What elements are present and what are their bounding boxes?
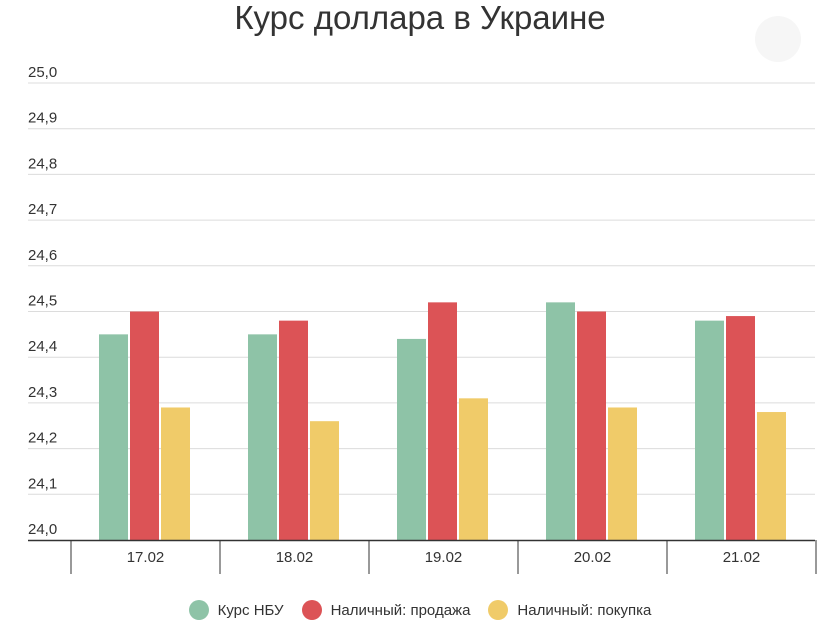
bar: [546, 302, 575, 540]
bar: [695, 320, 724, 540]
chart-title: Курс доллара в Украине: [234, 0, 606, 36]
bar: [428, 302, 457, 540]
y-tick-label: 24,6: [28, 247, 57, 264]
legend-swatch-sell: [301, 600, 322, 620]
x-tick-label: 18.02: [276, 549, 314, 566]
y-tick-label: 24,5: [28, 293, 57, 310]
bar: [577, 311, 606, 540]
y-tick-label: 24,0: [28, 521, 57, 538]
y-tick-label: 24,1: [28, 475, 57, 492]
bar: [459, 398, 488, 540]
bar: [310, 421, 339, 540]
x-tick-label: 20.02: [574, 549, 612, 566]
bar: [757, 412, 786, 540]
legend: Курс НБУ Наличный: продажа Наличный: пок…: [0, 600, 840, 620]
legend-swatch-buy: [488, 600, 509, 620]
y-tick-label: 24,3: [28, 384, 57, 401]
legend-swatch-nbu: [188, 600, 209, 620]
bar: [608, 407, 637, 540]
legend-label-nbu: Курс НБУ: [217, 601, 284, 619]
bar: [279, 320, 308, 540]
legend-label-sell: Наличный: продажа: [330, 601, 471, 619]
legend-item-sell[interactable]: Наличный: продажа: [301, 600, 471, 620]
y-tick-label: 24,4: [28, 338, 57, 355]
bar: [130, 311, 159, 540]
bar: [397, 338, 426, 540]
y-tick-label: 24,9: [28, 110, 57, 127]
y-tick-label: 25,0: [28, 64, 57, 81]
x-tick-label: 17.02: [127, 549, 165, 566]
legend-item-buy[interactable]: Наличный: покупка: [488, 600, 651, 620]
legend-label-buy: Наличный: покупка: [517, 601, 652, 619]
x-tick-label: 19.02: [425, 549, 463, 566]
bar: [99, 334, 128, 540]
bar: [248, 334, 277, 540]
bar-chart: 24,0 24,1 24,2 24,3 24,4 24,5 24,6 24,7 24,8 24,9…: [28, 64, 817, 574]
bar: [161, 407, 190, 540]
bar: [726, 316, 755, 540]
y-tick-label: 24,8: [28, 155, 57, 172]
legend-item-nbu[interactable]: Курс НБУ: [188, 600, 284, 620]
menu-icon[interactable]: [755, 16, 801, 62]
x-tick-label: 21.02: [723, 549, 761, 566]
y-tick-label: 24,7: [28, 201, 57, 218]
y-tick-label: 24,2: [28, 430, 57, 447]
